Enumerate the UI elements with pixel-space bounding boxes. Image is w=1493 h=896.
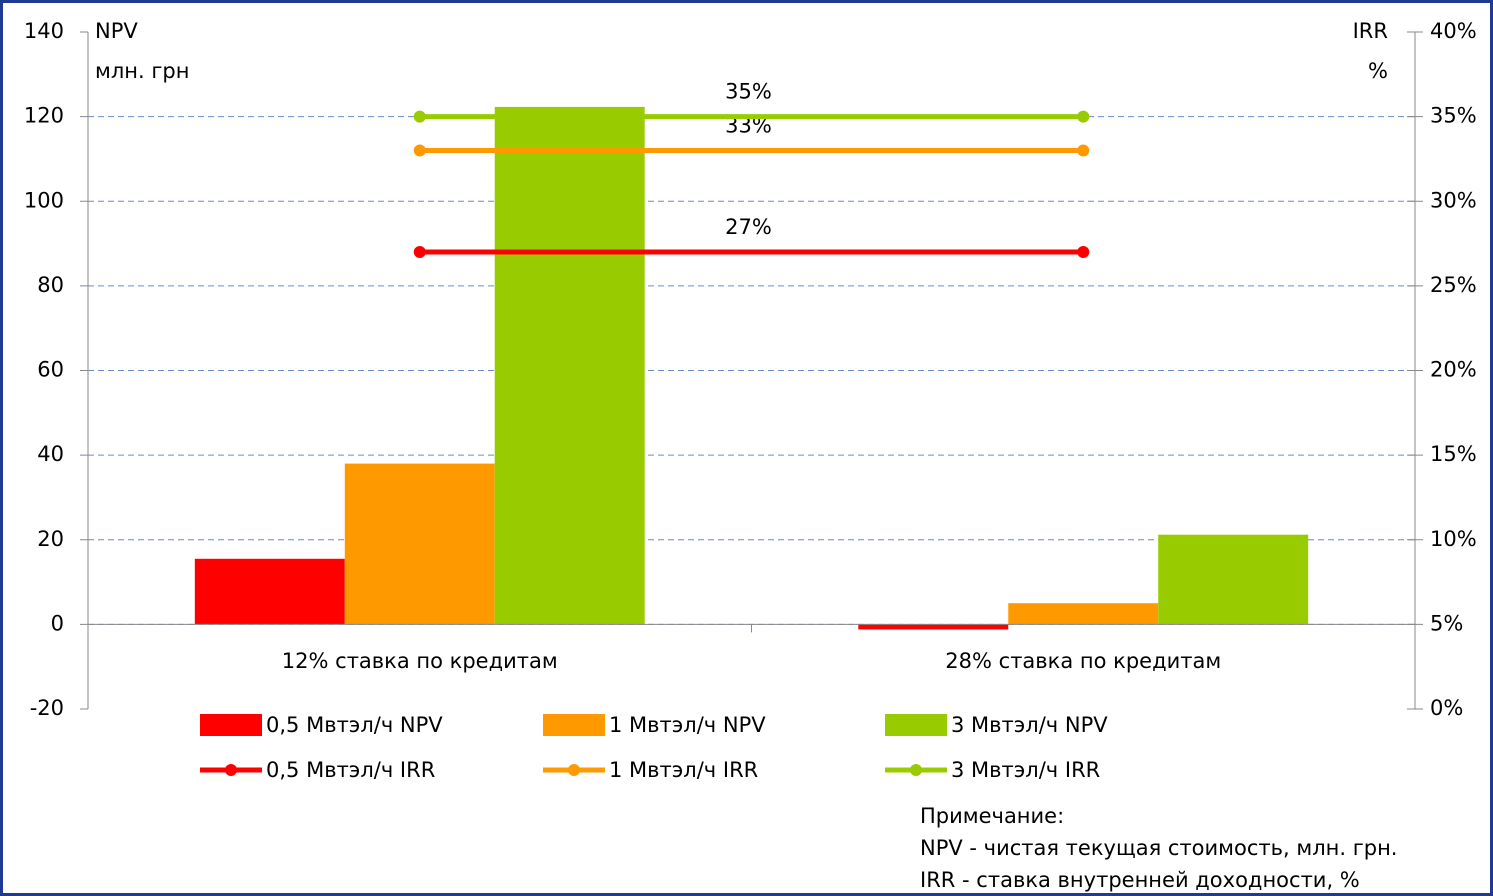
bar xyxy=(344,463,495,625)
y-tick-label: 140 xyxy=(24,19,64,43)
y-tick-label: -20 xyxy=(30,696,64,720)
legend-dot xyxy=(225,764,237,776)
y2-tick-label: 20% xyxy=(1430,358,1477,382)
bar xyxy=(194,558,345,625)
legend-swatch xyxy=(543,714,605,736)
y-axis-label: млн. грн xyxy=(95,59,189,83)
legend-label: 1 Мвтэл/ч NPV xyxy=(609,713,766,737)
y-tick-label: 0 xyxy=(51,611,64,635)
y2-tick-label: 40% xyxy=(1430,19,1477,43)
bar xyxy=(1008,603,1159,625)
bar xyxy=(858,624,1009,630)
note: IRR - ставка внутренней доходности, % xyxy=(920,868,1360,892)
y2-axis-label: % xyxy=(1368,59,1388,83)
legend-dot xyxy=(910,764,922,776)
irr-point xyxy=(1077,246,1090,259)
y2-tick-label: 35% xyxy=(1430,104,1477,128)
x-tick-label: 28% ставка по кредитам xyxy=(945,649,1221,673)
irr-point xyxy=(413,110,426,123)
data-label: 27% xyxy=(725,215,772,239)
y-tick-label: 120 xyxy=(24,104,64,128)
bar xyxy=(1158,534,1309,625)
note: NPV - чистая текущая стоимость, млн. грн… xyxy=(920,836,1397,860)
y-tick-label: 60 xyxy=(37,358,64,382)
y-tick-label: 20 xyxy=(37,527,64,551)
legend-label: 3 Мвтэл/ч IRR xyxy=(951,758,1100,782)
y-tick-label: 40 xyxy=(37,442,64,466)
legend-swatch xyxy=(200,714,262,736)
legend-label: 3 Мвтэл/ч NPV xyxy=(951,713,1108,737)
y2-tick-label: 30% xyxy=(1430,188,1477,212)
legend-label: 1 Мвтэл/ч IRR xyxy=(609,758,758,782)
y-tick-label: 80 xyxy=(37,273,64,297)
y2-tick-label: 0% xyxy=(1430,696,1463,720)
y2-tick-label: 5% xyxy=(1430,611,1463,635)
irr-point xyxy=(1077,110,1090,123)
irr-point xyxy=(413,144,426,157)
x-tick-label: 12% ставка по кредитам xyxy=(282,649,558,673)
y2-tick-label: 15% xyxy=(1430,442,1477,466)
legend-label: 0,5 Мвтэл/ч IRR xyxy=(266,758,435,782)
legend-dot xyxy=(568,764,580,776)
bar xyxy=(494,106,645,625)
irr-point xyxy=(1077,144,1090,157)
y-axis-label: NPV xyxy=(95,19,138,43)
y2-tick-label: 25% xyxy=(1430,273,1477,297)
y2-axis-label: IRR xyxy=(1353,19,1388,43)
irr-point xyxy=(413,246,426,259)
note: Примечание: xyxy=(920,804,1064,828)
data-label: 35% xyxy=(725,80,772,104)
y2-tick-label: 10% xyxy=(1430,527,1477,551)
legend-swatch xyxy=(885,714,947,736)
y-tick-label: 100 xyxy=(24,188,64,212)
legend-label: 0,5 Мвтэл/ч NPV xyxy=(266,713,443,737)
